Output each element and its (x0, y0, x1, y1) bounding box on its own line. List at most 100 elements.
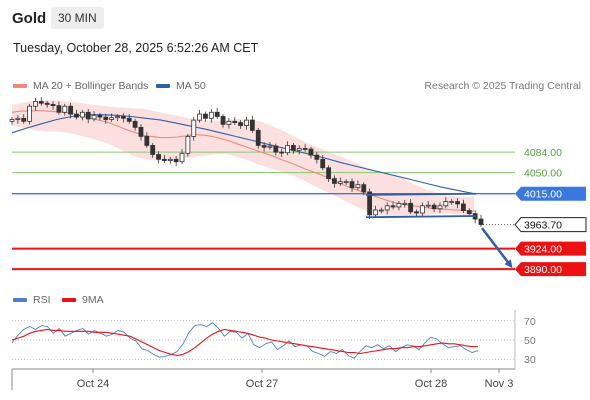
support-trendline (365, 215, 477, 219)
candle-body-37 (226, 120, 232, 125)
candlesticks (9, 97, 484, 227)
candle-body-12 (79, 111, 85, 118)
level-label-1: 4050.00 (524, 168, 562, 180)
candle-body-17 (109, 117, 115, 120)
candle-body-72 (431, 204, 437, 210)
candle-body-74 (443, 201, 449, 207)
bollinger-bands (12, 100, 474, 217)
level-label-4: 3924.00 (524, 244, 562, 256)
candle-body-5 (38, 101, 44, 104)
candle-body-55 (332, 178, 337, 184)
candle-body-69 (414, 211, 419, 214)
level-tag-5 (515, 262, 586, 277)
candle-body-60 (361, 184, 367, 193)
candle-body-33 (203, 113, 208, 119)
candle-body-10 (68, 105, 74, 115)
legend-ma20: MA 20 + Bollinger Bands (13, 80, 148, 92)
rsi-swatch (13, 298, 27, 302)
candle-body-71 (425, 204, 431, 207)
candle-body-20 (126, 117, 132, 122)
candle-body-61 (367, 191, 373, 216)
candle-body-27 (167, 158, 173, 161)
candle-body-50 (302, 148, 308, 150)
legend-ma50: MA 50 (156, 80, 206, 92)
level-tag-3 (514, 217, 587, 233)
level-tag-2 (515, 186, 586, 201)
projection-arrow (481, 227, 513, 269)
candle-body-75 (449, 201, 455, 203)
candle-body-2 (21, 117, 27, 122)
candle-body-52 (314, 154, 320, 160)
candle-body-15 (97, 114, 103, 118)
candle-body-48 (290, 145, 296, 151)
candle-body-43 (261, 145, 267, 148)
candle-body-78 (466, 210, 472, 215)
level-label-3: 3963.70 (524, 220, 562, 232)
rsi-tick-2: 30 (524, 354, 536, 366)
level-label-2: 4015.00 (524, 189, 562, 201)
candle-body-22 (138, 126, 144, 137)
chart-header: Gold 30 MIN (0, 0, 590, 38)
candle-body-76 (455, 201, 460, 205)
rsi-series-rsi (11, 322, 479, 359)
candle-body-11 (74, 113, 79, 118)
ma20-swatch (13, 84, 27, 88)
resistance-trendline (365, 192, 477, 196)
candle-body-73 (437, 205, 443, 210)
candle-body-18 (115, 116, 120, 119)
candle-body-57 (343, 181, 349, 184)
candle-body-44 (267, 145, 273, 148)
candle-body-77 (461, 203, 466, 212)
rsi-tick-1: 50 (524, 335, 536, 347)
candle-body-14 (91, 114, 97, 120)
candle-body-34 (208, 111, 214, 119)
x-tick-label-2: Oct 28 (415, 378, 447, 390)
candle-body-62 (373, 209, 378, 216)
timestamp: Tuesday, October 28, 2025 6:52:26 AM CET (13, 41, 259, 55)
candle-body-38 (232, 120, 238, 123)
candle-body-9 (62, 105, 68, 113)
candle-body-70 (419, 205, 425, 214)
candle-body-54 (326, 167, 331, 180)
ma50-swatch (156, 84, 170, 88)
candle-body-65 (390, 205, 396, 208)
candle-body-31 (191, 119, 197, 137)
candle-body-49 (296, 148, 302, 151)
candle-body-28 (173, 158, 179, 163)
candle-body-25 (156, 154, 161, 160)
price-levels: 4084.00 4050.00 4015.00 3963.70 3924.00 3890.… (12, 147, 587, 277)
timeframe-badge[interactable]: 30 MIN (51, 7, 104, 29)
symbol-title: Gold (12, 10, 47, 27)
candle-body-56 (337, 181, 343, 184)
x-tick-label-3: Nov 3 (485, 378, 514, 390)
bollinger-band-fill (12, 100, 474, 217)
research-credit: Research © 2025 Trading Central (424, 80, 581, 92)
x-axis: Oct 24 Oct 27 Oct 28 Nov 3 (11, 310, 516, 390)
candle-body-16 (103, 116, 109, 120)
candle-body-23 (144, 136, 150, 146)
rsi-tick-0: 70 (524, 316, 536, 328)
candle-body-45 (273, 145, 279, 153)
candle-body-4 (33, 101, 38, 107)
candle-body-26 (162, 158, 167, 161)
level-label-5: 3890.00 (524, 264, 562, 276)
candle-body-24 (150, 145, 156, 155)
candle-body-40 (244, 119, 249, 126)
ma20-label: MA 20 + Bollinger Bands (33, 80, 149, 92)
candle-body-80 (478, 218, 484, 225)
candle-body-64 (384, 205, 390, 211)
candle-body-41 (249, 119, 255, 131)
ma9-label: 9MA (82, 294, 104, 306)
level-tag-4 (515, 241, 586, 256)
candle-body-32 (197, 113, 203, 121)
candle-body-53 (320, 158, 326, 169)
candle-body-1 (15, 117, 21, 120)
candle-body-68 (408, 202, 414, 213)
ma50-label: MA 50 (176, 80, 206, 92)
candle-body-63 (378, 209, 384, 212)
candle-body-46 (279, 151, 285, 154)
candle-body-8 (56, 105, 62, 113)
candle-body-19 (120, 116, 126, 119)
annotations (365, 192, 513, 269)
